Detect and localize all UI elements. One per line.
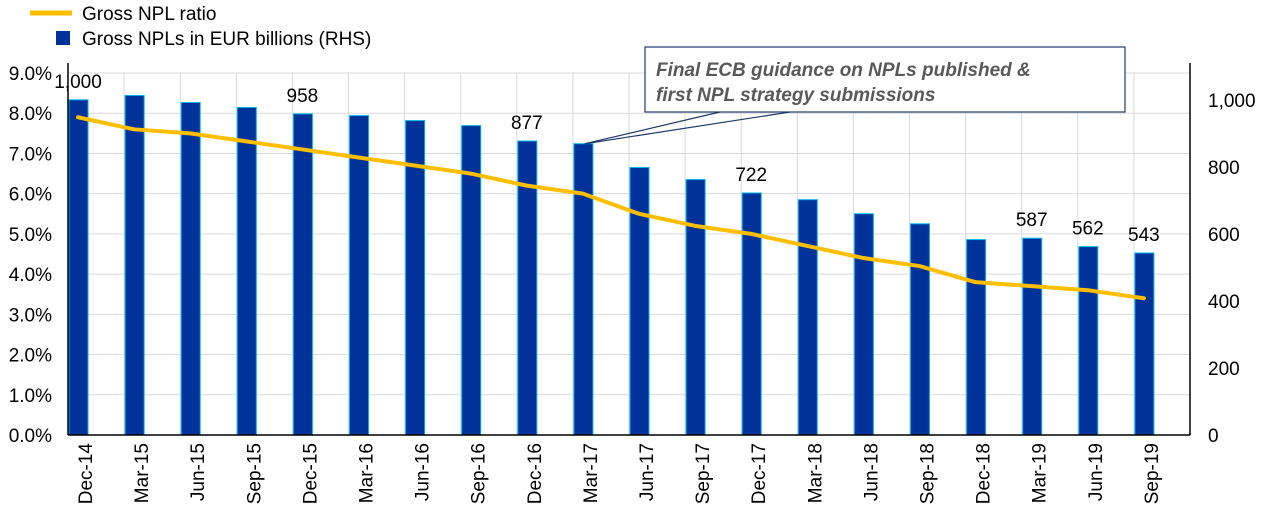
bar-Jun-18 xyxy=(853,213,874,436)
x-axis-tick-label: Dec-17 xyxy=(749,443,770,504)
data-label: 877 xyxy=(511,113,543,134)
left-axis-tick-label: 1.0% xyxy=(9,386,52,407)
bar-Sep-19 xyxy=(1134,252,1155,436)
data-label: 562 xyxy=(1072,219,1104,240)
x-axis-tick-label: Dec-18 xyxy=(974,443,995,504)
bar-Mar-19 xyxy=(1022,237,1043,436)
bar-Mar-18 xyxy=(797,199,818,436)
annotation-pointer xyxy=(584,111,791,145)
right-axis-tick-label: 1,000 xyxy=(1208,91,1256,112)
bar-Dec-18 xyxy=(966,239,987,436)
bar-Jun-17 xyxy=(629,167,650,436)
data-label: 722 xyxy=(735,165,767,186)
x-axis-tick-label: Sep-16 xyxy=(469,443,490,504)
left-axis-tick-label: 5.0% xyxy=(9,225,52,246)
right-axis-tick-label: 200 xyxy=(1208,359,1240,380)
x-axis-tick-label: Sep-17 xyxy=(693,443,714,504)
bar-Dec-15 xyxy=(292,113,313,436)
right-axis-tick-label: 400 xyxy=(1208,292,1240,313)
x-axis-tick-label: Jun-15 xyxy=(188,443,209,501)
bar-Jun-19 xyxy=(1078,246,1099,436)
data-label: 958 xyxy=(287,86,319,107)
bar-Mar-17 xyxy=(573,143,594,436)
bar-Mar-16 xyxy=(349,115,369,436)
x-axis-tick-label: Mar-16 xyxy=(357,443,378,503)
bar-Sep-15 xyxy=(236,107,257,436)
annotation-pointer xyxy=(584,111,721,145)
right-axis-tick-label: 0 xyxy=(1208,426,1219,447)
annotation-text: Final ECB guidance on NPLs published & xyxy=(656,60,1031,81)
bar-Sep-18 xyxy=(910,223,930,436)
x-axis-tick-label: Dec-15 xyxy=(300,443,321,504)
bar-Dec-17 xyxy=(741,192,762,436)
x-axis-tick-label: Sep-19 xyxy=(1142,443,1163,504)
right-axis-tick-label: 800 xyxy=(1208,158,1240,179)
x-axis-tick-label: Jun-19 xyxy=(1086,443,1107,501)
x-axis-tick-label: Jun-18 xyxy=(861,443,882,501)
data-label: 1,000 xyxy=(54,72,102,93)
legend-label-npl-volume: Gross NPLs in EUR billions (RHS) xyxy=(82,29,371,50)
left-axis-tick-label: 6.0% xyxy=(9,185,52,206)
data-label: 587 xyxy=(1016,210,1048,231)
legend-label-npl-ratio: Gross NPL ratio xyxy=(82,4,216,25)
x-axis-tick-label: Jun-16 xyxy=(413,443,434,501)
bar-Dec-14 xyxy=(68,99,89,436)
right-axis-tick-label: 600 xyxy=(1208,225,1240,246)
x-axis-tick-label: Sep-15 xyxy=(244,443,265,504)
left-axis-tick-label: 0.0% xyxy=(9,426,52,447)
bar-Sep-17 xyxy=(685,179,706,436)
npl-ratio-line xyxy=(76,115,1146,301)
data-label: 543 xyxy=(1128,225,1160,246)
x-axis-tick-label: Mar-15 xyxy=(132,443,153,503)
bar-Mar-15 xyxy=(124,94,145,436)
left-axis-tick-label: 8.0% xyxy=(9,104,52,125)
x-axis-tick-label: Dec-16 xyxy=(525,443,546,504)
left-axis-tick-label: 7.0% xyxy=(9,144,52,165)
x-axis-tick-label: Sep-18 xyxy=(918,443,939,504)
x-axis-tick-label: Dec-14 xyxy=(76,443,97,505)
left-axis-tick-label: 2.0% xyxy=(9,346,52,367)
legend-bar-swatch xyxy=(56,31,70,45)
x-axis-tick-label: Jun-17 xyxy=(637,443,658,501)
left-axis-tick-label: 3.0% xyxy=(9,305,52,326)
left-axis-tick-label: 4.0% xyxy=(9,265,52,286)
x-axis-tick-label: Mar-17 xyxy=(581,443,602,503)
x-axis-tick-label: Mar-19 xyxy=(1030,443,1051,503)
left-axis-tick-label: 9.0% xyxy=(9,64,52,85)
annotation-text: first NPL strategy submissions xyxy=(656,85,935,106)
bar-Jun-15 xyxy=(180,101,201,436)
annotation-box xyxy=(644,46,1126,113)
x-axis-tick-label: Mar-18 xyxy=(805,443,826,503)
